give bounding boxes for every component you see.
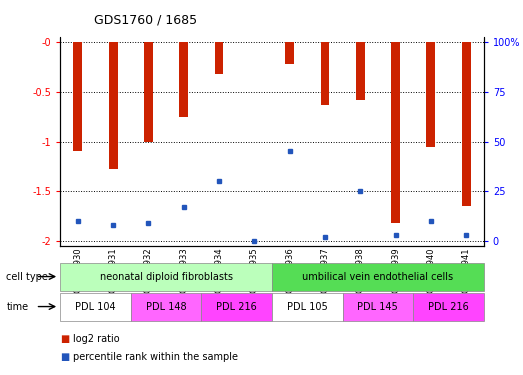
Bar <box>144 42 153 142</box>
Bar <box>73 42 82 152</box>
Bar <box>462 42 471 206</box>
Text: PDL 104: PDL 104 <box>75 302 116 312</box>
Bar <box>321 42 329 105</box>
Bar <box>60 262 272 291</box>
Text: cell type: cell type <box>6 272 48 282</box>
Bar <box>285 42 294 64</box>
Text: log2 ratio: log2 ratio <box>73 334 120 344</box>
Text: PDL 105: PDL 105 <box>287 302 327 312</box>
Bar <box>426 42 435 147</box>
Text: PDL 216: PDL 216 <box>428 302 469 312</box>
Text: PDL 145: PDL 145 <box>358 302 398 312</box>
Text: neonatal diploid fibroblasts: neonatal diploid fibroblasts <box>99 272 233 282</box>
Text: GDS1760 / 1685: GDS1760 / 1685 <box>94 13 197 26</box>
Text: umbilical vein endothelial cells: umbilical vein endothelial cells <box>302 272 453 282</box>
Bar <box>214 42 223 74</box>
Bar <box>179 42 188 117</box>
Bar <box>343 292 413 321</box>
Bar <box>272 292 343 321</box>
Bar <box>356 42 365 100</box>
Bar <box>109 42 118 170</box>
Text: ■: ■ <box>60 352 70 362</box>
Text: PDL 148: PDL 148 <box>146 302 186 312</box>
Bar <box>391 42 400 223</box>
Text: time: time <box>6 302 28 312</box>
Bar <box>272 262 484 291</box>
Bar <box>60 292 131 321</box>
Text: PDL 216: PDL 216 <box>217 302 257 312</box>
Bar <box>201 292 272 321</box>
Bar <box>413 292 484 321</box>
Text: percentile rank within the sample: percentile rank within the sample <box>73 352 238 362</box>
Bar <box>131 292 201 321</box>
Text: ■: ■ <box>60 334 70 344</box>
